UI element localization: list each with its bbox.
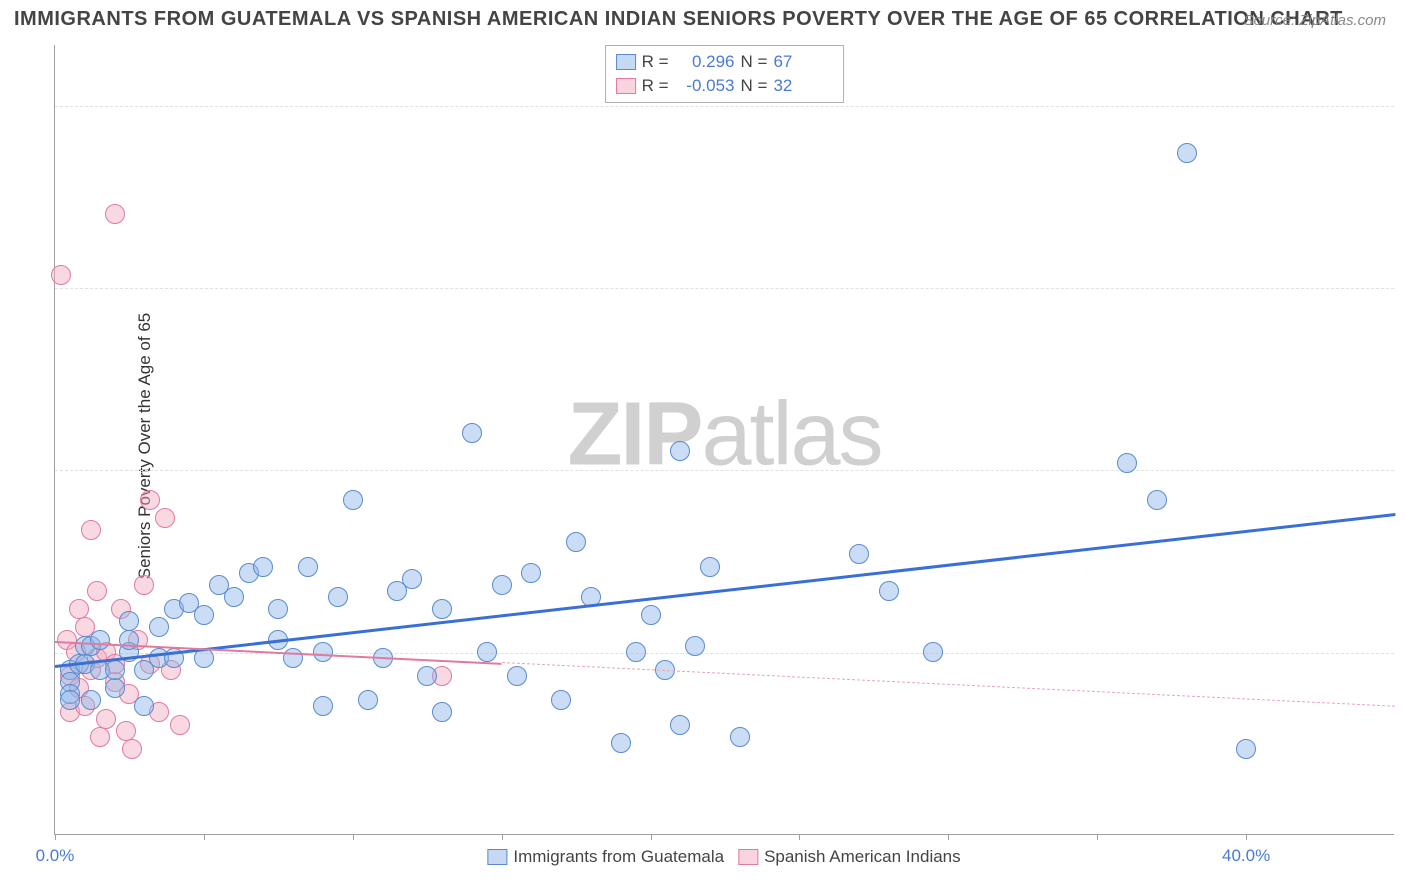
trend-line xyxy=(55,513,1395,668)
data-point xyxy=(1117,453,1137,473)
data-point xyxy=(700,557,720,577)
x-tick xyxy=(799,834,800,840)
data-point xyxy=(140,490,160,510)
data-point xyxy=(1236,739,1256,759)
data-point xyxy=(105,204,125,224)
data-point xyxy=(313,642,333,662)
data-point xyxy=(81,520,101,540)
data-point xyxy=(417,666,437,686)
data-point xyxy=(492,575,512,595)
data-point xyxy=(462,423,482,443)
gridline-horizontal xyxy=(55,106,1394,107)
gridline-horizontal xyxy=(55,288,1394,289)
data-point xyxy=(477,642,497,662)
x-tick xyxy=(353,834,354,840)
stats-row-blue: R = 0.296 N = 67 xyxy=(616,50,834,74)
data-point xyxy=(432,702,452,722)
data-point xyxy=(670,441,690,461)
data-point xyxy=(730,727,750,747)
data-point xyxy=(122,739,142,759)
x-tick xyxy=(1246,834,1247,840)
data-point xyxy=(1147,490,1167,510)
data-point xyxy=(849,544,869,564)
source-label: Source: ZipAtlas.com xyxy=(1243,12,1386,29)
data-point xyxy=(116,721,136,741)
data-point xyxy=(879,581,899,601)
data-point xyxy=(641,605,661,625)
data-point xyxy=(328,587,348,607)
chart-title: IMMIGRANTS FROM GUATEMALA VS SPANISH AME… xyxy=(14,8,1343,31)
x-tick-label: 40.0% xyxy=(1222,846,1270,866)
stats-row-pink: R = -0.053 N = 32 xyxy=(616,74,834,98)
data-point xyxy=(358,690,378,710)
data-point xyxy=(611,733,631,753)
data-point xyxy=(313,696,333,716)
x-tick xyxy=(1097,834,1098,840)
data-point xyxy=(87,581,107,601)
data-point xyxy=(134,696,154,716)
data-point xyxy=(670,715,690,735)
chart-container: IMMIGRANTS FROM GUATEMALA VS SPANISH AME… xyxy=(0,0,1406,892)
x-tick xyxy=(55,834,56,840)
data-point xyxy=(194,605,214,625)
x-tick xyxy=(204,834,205,840)
data-point xyxy=(268,599,288,619)
gridline-horizontal xyxy=(55,470,1394,471)
data-point xyxy=(566,532,586,552)
data-point xyxy=(923,642,943,662)
data-point xyxy=(551,690,571,710)
swatch-blue-icon xyxy=(487,849,507,865)
data-point xyxy=(224,587,244,607)
stats-legend: R = 0.296 N = 67 R = -0.053 N = 32 xyxy=(605,45,845,103)
data-point xyxy=(685,636,705,656)
data-point xyxy=(507,666,527,686)
x-tick xyxy=(948,834,949,840)
data-point xyxy=(626,642,646,662)
data-point xyxy=(432,599,452,619)
data-point xyxy=(105,678,125,698)
data-point xyxy=(60,690,80,710)
x-tick xyxy=(502,834,503,840)
x-tick-label: 0.0% xyxy=(36,846,75,866)
data-point xyxy=(134,575,154,595)
data-point xyxy=(521,563,541,583)
data-point xyxy=(96,709,116,729)
data-point xyxy=(1177,143,1197,163)
legend-item-blue: Immigrants from Guatemala xyxy=(487,847,724,867)
data-point xyxy=(51,265,71,285)
data-point xyxy=(343,490,363,510)
plot-area: ZIPatlas R = 0.296 N = 67 R = -0.053 N =… xyxy=(54,45,1394,835)
data-point xyxy=(283,648,303,668)
swatch-pink-icon xyxy=(616,78,636,94)
x-tick xyxy=(651,834,652,840)
data-point xyxy=(298,557,318,577)
data-point xyxy=(90,727,110,747)
data-point xyxy=(253,557,273,577)
data-point xyxy=(90,630,110,650)
swatch-pink-icon xyxy=(738,849,758,865)
data-point xyxy=(155,508,175,528)
trend-line xyxy=(502,662,1395,707)
plot-canvas: ZIPatlas R = 0.296 N = 67 R = -0.053 N =… xyxy=(54,45,1394,835)
data-point xyxy=(170,715,190,735)
data-point xyxy=(105,660,125,680)
swatch-blue-icon xyxy=(616,54,636,70)
data-point xyxy=(69,599,89,619)
data-point xyxy=(402,569,422,589)
series-legend: Immigrants from Guatemala Spanish Americ… xyxy=(487,847,960,867)
data-point xyxy=(149,617,169,637)
data-point xyxy=(81,690,101,710)
legend-item-pink: Spanish American Indians xyxy=(738,847,961,867)
data-point xyxy=(119,611,139,631)
